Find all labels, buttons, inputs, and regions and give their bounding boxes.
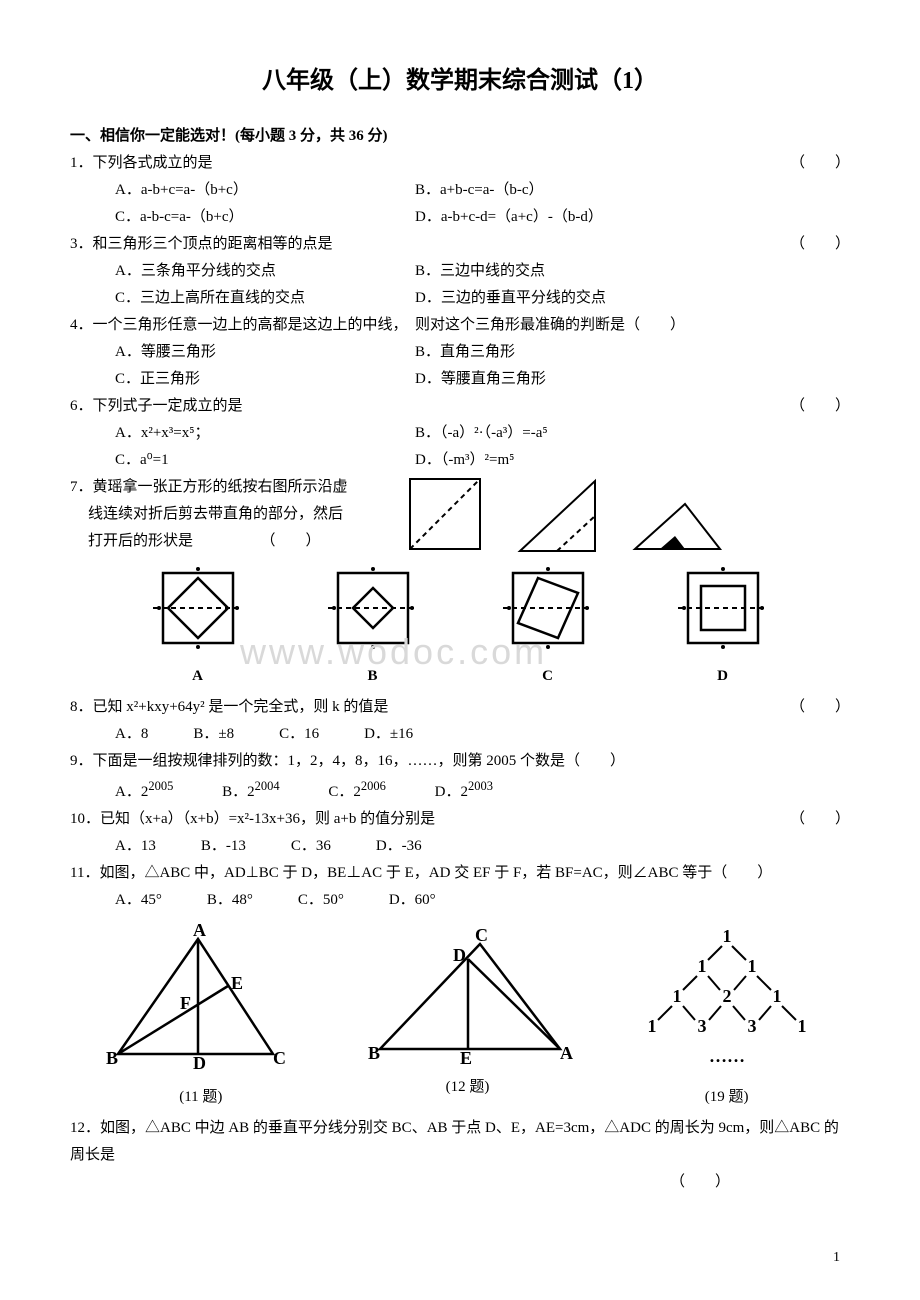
svg-text:A: A: [193, 920, 206, 940]
q7-fold-figures: [405, 474, 725, 554]
q9-optC: C．22006: [328, 784, 386, 800]
q3-paren: （ ）: [790, 231, 850, 258]
q8-stem: 8．已知 x²+kxy+64y² 是一个完全式，则 k 的值是: [70, 694, 388, 721]
q7-optD-label: D: [673, 663, 773, 690]
q7-optB-label: B: [323, 663, 423, 690]
q1-optB: B．a+b-c=a-（b-c）: [415, 177, 544, 204]
fig-q12-caption: (12 题): [360, 1074, 575, 1101]
q8-stem-line: 8．已知 x²+kxy+64y² 是一个完全式，则 k 的值是 （ ）: [70, 694, 850, 721]
q10-paren: （ ）: [790, 806, 850, 833]
q7-line2: 线连续对折后剪去带直角的部分，然后: [70, 501, 390, 528]
fig-q11-icon: A B C D E F: [98, 924, 303, 1074]
q4-options: A．等腰三角形B．直角三角形 C．正三角形D．等腰直角三角形: [70, 339, 850, 393]
svg-text:F: F: [180, 993, 191, 1013]
q4-optB: B．直角三角形: [415, 339, 515, 366]
svg-text:A: A: [560, 1043, 573, 1063]
svg-text:1: 1: [697, 956, 706, 976]
q3-optC: C．三边上高所在直线的交点: [115, 285, 415, 312]
q7-fold2-icon: [515, 476, 600, 554]
q6-stem-line: 6．下列式子一定成立的是 （ ）: [70, 393, 850, 420]
page-number: 1: [833, 1245, 840, 1270]
svg-text:1: 1: [747, 956, 756, 976]
q4-optA: A．等腰三角形: [115, 339, 415, 366]
q4-stem: 4．一个三角形任意一边上的高都是这边上的中线， 则对这个三角形最准确的判断是（ …: [70, 312, 850, 339]
q7-optA-label: A: [148, 663, 248, 690]
q1-optA: A．a-b+c=a-（b+c）: [115, 177, 415, 204]
q7-optB-icon: [323, 563, 423, 653]
svg-text:D: D: [193, 1053, 206, 1073]
fig-q11-caption: (11 题): [98, 1084, 303, 1111]
svg-text:……: ……: [709, 1046, 745, 1066]
q1-stem: 1．下列各式成立的是: [70, 150, 213, 177]
q10-options: A．13 B．-13 C．36 D．-36: [70, 833, 850, 860]
q6-options: A．x²+x³=x⁵；B．（-a）²·（-a³）=-a⁵ C．a⁰=1D．（-m…: [70, 420, 850, 474]
figures-row: A B C D E F (11 题) C B A E D (12 题) 1 11…: [70, 924, 850, 1111]
q3-options: A．三条角平分线的交点B．三边中线的交点 C．三边上高所在直线的交点D．三边的垂…: [70, 258, 850, 312]
q1-paren: （ ）: [790, 150, 850, 177]
svg-text:3: 3: [747, 1016, 756, 1036]
q6-stem: 6．下列式子一定成立的是: [70, 393, 243, 420]
q12-paren-line: （ ）: [70, 1169, 850, 1196]
q12-stem: 12．如图，△ABC 中边 AB 的垂直平分线分别交 BC、AB 于点 D、E，…: [70, 1115, 850, 1169]
q7-fold3-icon: [630, 499, 725, 554]
q3-stem-line: 3．和三角形三个顶点的距离相等的点是 （ ）: [70, 231, 850, 258]
q3-optA: A．三条角平分线的交点: [115, 258, 415, 285]
q7-answer-figures: A B C D: [110, 563, 810, 690]
svg-text:3: 3: [697, 1016, 706, 1036]
page-title: 八年级（上）数学期末综合测试（1）: [70, 60, 850, 103]
q7-optD-icon: [673, 563, 773, 653]
q9-optA: A．22005: [115, 784, 173, 800]
q1-optD: D．a-b+c-d=（a+c）-（b-d）: [415, 204, 603, 231]
svg-text:E: E: [231, 973, 243, 993]
q6-paren: （ ）: [790, 393, 850, 420]
q12-paren: （ ）: [670, 1169, 730, 1196]
q11-options: A．45° B．48° C．50° D．60°: [70, 887, 850, 914]
q8-options: A．8 B．±8 C．16 D．±16: [70, 721, 850, 748]
q1-stem-line: 1．下列各式成立的是 （ ）: [70, 150, 850, 177]
q6-optC: C．a⁰=1: [115, 447, 415, 474]
q6-optB: B．（-a）²·（-a³）=-a⁵: [415, 420, 548, 447]
q7-block: 7．黄瑶拿一张正方形的纸按右图所示沿虚 线连续对折后剪去带直角的部分，然后 打开…: [70, 474, 850, 555]
svg-text:E: E: [460, 1048, 472, 1068]
section-heading: 一、相信你一定能选对！(每小题 3 分，共 36 分): [70, 123, 850, 150]
q7-line1: 7．黄瑶拿一张正方形的纸按右图所示沿虚: [70, 474, 390, 501]
q9-stem: 9．下面是一组按规律排列的数：1，2，4，8，16，……，则第 2005 个数是…: [70, 748, 850, 775]
q9-optD: D．22003: [435, 784, 493, 800]
svg-text:2: 2: [722, 986, 731, 1006]
q10-stem: 10．已知（x+a）（x+b）=x²-13x+36，则 a+b 的值分别是: [70, 806, 435, 833]
fig-q19-icon: 1 11 121 1331 ……: [632, 924, 822, 1074]
q7-line3: 打开后的形状是 （ ）: [70, 528, 390, 555]
svg-text:1: 1: [647, 1016, 656, 1036]
q7-optA-icon: [148, 563, 248, 653]
svg-text:1: 1: [672, 986, 681, 1006]
q7-fold1-icon: [405, 474, 485, 554]
q6-optD: D．（-m³）²=m⁵: [415, 447, 514, 474]
q10-stem-line: 10．已知（x+a）（x+b）=x²-13x+36，则 a+b 的值分别是 （ …: [70, 806, 850, 833]
q1-optC: C．a-b-c=a-（b+c）: [115, 204, 415, 231]
q3-stem: 3．和三角形三个顶点的距离相等的点是: [70, 231, 333, 258]
svg-text:1: 1: [722, 926, 731, 946]
q9-optB: B．22004: [222, 784, 280, 800]
svg-text:D: D: [453, 945, 466, 965]
svg-text:B: B: [106, 1048, 118, 1068]
svg-text:C: C: [273, 1048, 286, 1068]
q4-optD: D．等腰直角三角形: [415, 366, 546, 393]
svg-text:1: 1: [797, 1016, 806, 1036]
svg-text:1: 1: [772, 986, 781, 1006]
q1-options: A．a-b+c=a-（b+c）B．a+b-c=a-（b-c） C．a-b-c=a…: [70, 177, 850, 231]
svg-text:C: C: [475, 925, 488, 945]
q3-optB: B．三边中线的交点: [415, 258, 545, 285]
q4-optC: C．正三角形: [115, 366, 415, 393]
q7-optC-label: C: [498, 663, 598, 690]
q3-optD: D．三边的垂直平分线的交点: [415, 285, 606, 312]
q11-stem: 11．如图，△ABC 中，AD⊥BC 于 D，BE⊥AC 于 E，AD 交 EF…: [70, 860, 850, 887]
fig-q12-icon: C B A E D: [360, 924, 575, 1064]
fig-q19-caption: (19 题): [632, 1084, 822, 1111]
q6-optA: A．x²+x³=x⁵；: [115, 420, 415, 447]
svg-text:B: B: [368, 1043, 380, 1063]
q9-options: A．22005 B．22004 C．22006 D．22003: [70, 775, 850, 806]
q7-optC-icon: [498, 563, 598, 653]
q8-paren: （ ）: [790, 694, 850, 721]
